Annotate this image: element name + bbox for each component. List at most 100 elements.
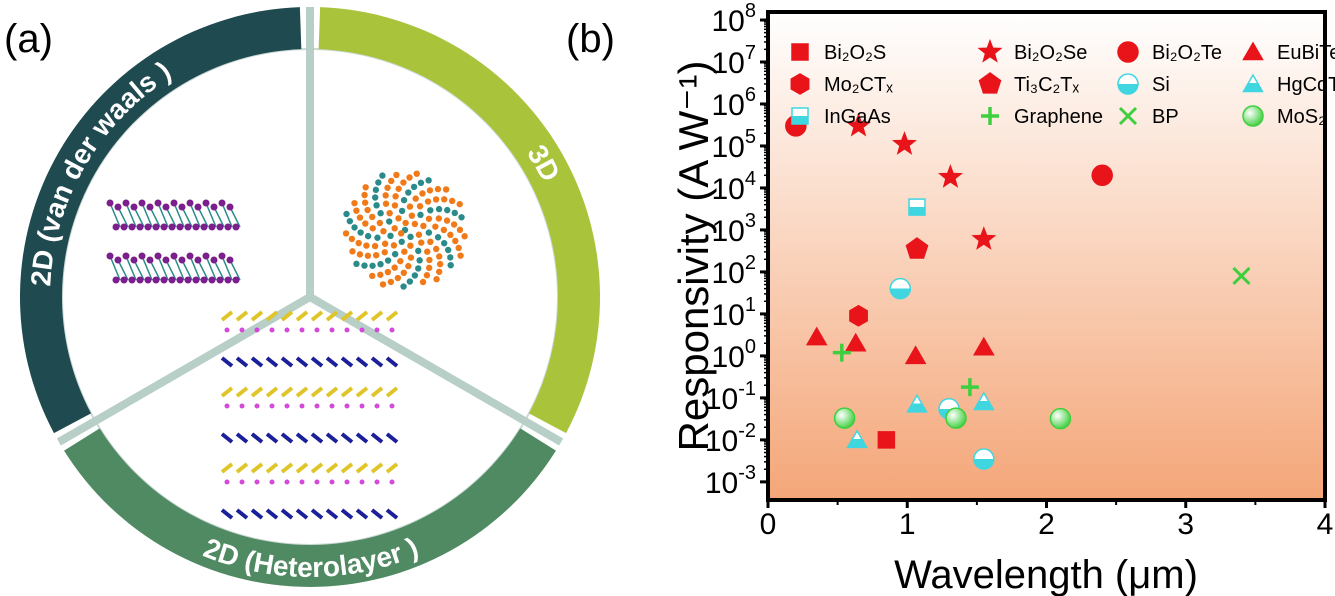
- marker: [904, 345, 927, 365]
- marker: [889, 277, 912, 300]
- bond: [157, 202, 169, 228]
- legend-label: Graphene: [1014, 106, 1103, 128]
- atom: [128, 223, 136, 231]
- atom: [299, 403, 305, 409]
- atom: [456, 200, 463, 208]
- atom: [351, 199, 358, 207]
- bond: [220, 356, 234, 368]
- atom: [444, 206, 451, 214]
- y-tick-label: 10-2: [705, 420, 756, 458]
- bond: [250, 310, 264, 322]
- legend-label: HgCdTe: [1277, 74, 1335, 96]
- bond: [205, 255, 217, 281]
- bond: [370, 508, 384, 520]
- atom: [417, 211, 424, 219]
- x-tick-label: 1: [899, 508, 916, 541]
- atom: [362, 184, 369, 191]
- bond: [295, 356, 309, 368]
- y-tick-label: 10-3: [705, 462, 756, 500]
- atom: [391, 225, 398, 232]
- atom: [416, 257, 423, 264]
- bond: [229, 259, 241, 281]
- bond: [250, 432, 264, 444]
- atom: [351, 224, 358, 231]
- bond: [109, 202, 121, 228]
- atom: [284, 327, 290, 333]
- marker: [971, 226, 997, 250]
- bond: [295, 310, 309, 322]
- y-tick-label: 10-1: [705, 378, 756, 416]
- y-tick-label: 102: [712, 252, 757, 290]
- marker: [973, 336, 995, 356]
- bond: [310, 356, 324, 368]
- atom: [419, 190, 426, 197]
- bond: [355, 462, 369, 474]
- x-tick-label: 4: [1317, 508, 1334, 541]
- bond: [220, 462, 234, 474]
- bond: [325, 310, 339, 322]
- atom: [392, 193, 399, 200]
- bond: [295, 462, 309, 474]
- atom: [369, 213, 376, 221]
- atom: [269, 403, 275, 409]
- atom: [122, 252, 130, 260]
- atom: [436, 260, 444, 268]
- atom: [138, 199, 146, 207]
- atom: [343, 210, 350, 218]
- atom: [362, 220, 369, 227]
- marker: [1232, 266, 1251, 286]
- bond: [213, 206, 225, 228]
- atom: [461, 233, 468, 240]
- atom: [299, 327, 305, 333]
- atom: [441, 239, 448, 247]
- atom: [386, 209, 393, 217]
- atom: [154, 199, 162, 207]
- bond: [197, 206, 209, 228]
- atom: [416, 203, 424, 210]
- bond: [310, 386, 324, 398]
- marker: [832, 343, 851, 362]
- bond: [165, 206, 177, 228]
- atom: [395, 215, 402, 222]
- atom: [375, 179, 382, 186]
- bond: [280, 508, 294, 520]
- atom: [194, 203, 202, 211]
- bond: [325, 432, 339, 444]
- plot-background: [768, 12, 1325, 500]
- bond: [385, 310, 399, 322]
- atom: [427, 238, 434, 246]
- marker: [791, 43, 809, 61]
- bond: [340, 462, 354, 474]
- atom: [136, 276, 144, 284]
- atom: [176, 223, 184, 231]
- atom: [456, 226, 464, 234]
- atom: [154, 252, 162, 260]
- atom: [433, 245, 440, 253]
- atom: [374, 479, 380, 485]
- marker: [846, 429, 868, 449]
- atom: [391, 250, 399, 258]
- atom: [232, 276, 240, 284]
- atom: [379, 172, 386, 179]
- bond: [221, 255, 233, 281]
- y-tick-exponent: 5: [745, 126, 756, 148]
- bond: [181, 259, 193, 281]
- atom: [130, 256, 138, 264]
- bond: [370, 432, 384, 444]
- atom: [168, 223, 176, 231]
- y-tick-base: 10: [712, 299, 745, 332]
- marker: [978, 72, 1002, 94]
- marker: [833, 407, 856, 429]
- x-tick-label: 2: [1038, 508, 1055, 541]
- marker: [905, 237, 929, 259]
- atom: [394, 274, 402, 282]
- atom: [112, 276, 120, 284]
- atom: [269, 327, 275, 333]
- atom: [419, 278, 427, 286]
- atom: [239, 403, 245, 409]
- legend-label: EuBiTe₃: [1277, 42, 1335, 64]
- bond: [250, 356, 264, 368]
- atom: [239, 327, 245, 333]
- atom: [136, 223, 144, 231]
